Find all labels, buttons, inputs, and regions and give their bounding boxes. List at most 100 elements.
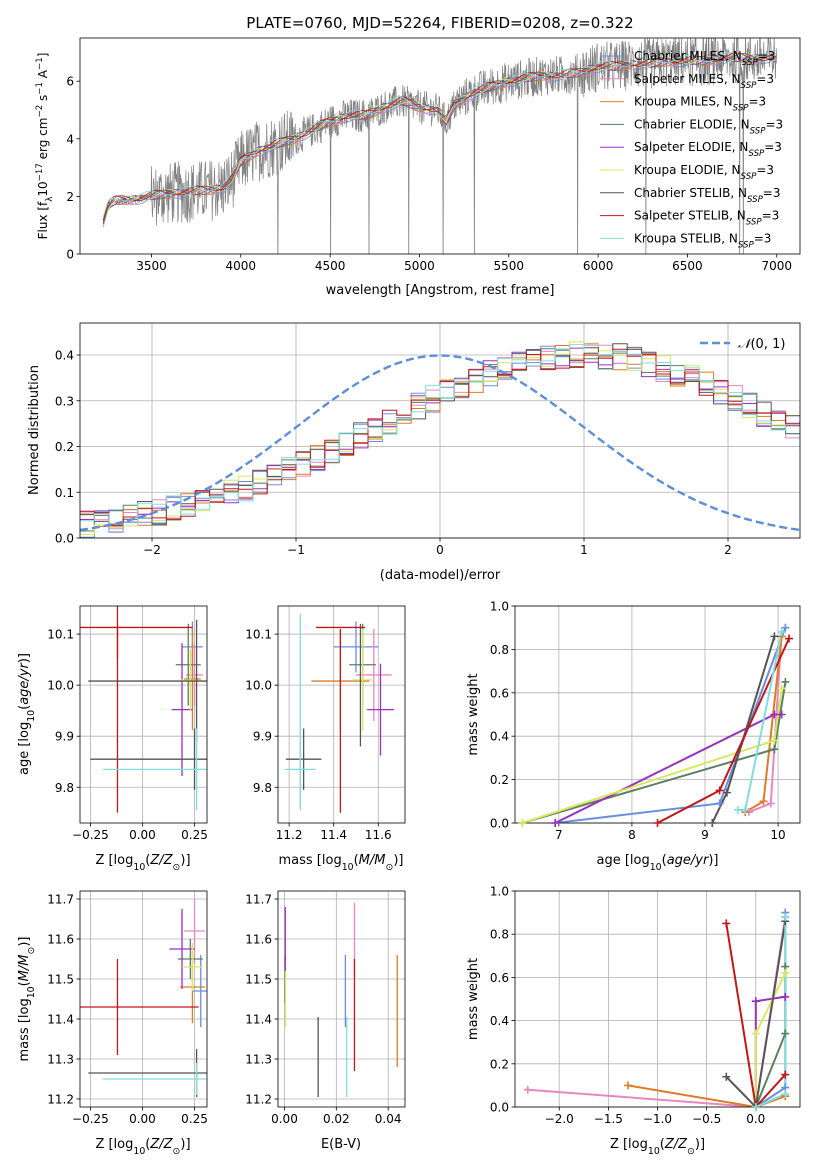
y-tick-label: 0.8 [490, 928, 509, 942]
weight-marker [653, 819, 662, 827]
weight-line [627, 1084, 786, 1107]
weight-line [754, 966, 787, 1107]
x-tick-label: 7 [555, 828, 563, 842]
x-tick-label: −2.0 [545, 1112, 574, 1126]
y-tick-label: 0.2 [490, 773, 509, 787]
weight-marker [733, 805, 742, 814]
y-axis-label: mass [log10(M/M⊙)] [17, 937, 37, 1062]
weight-line [725, 923, 787, 1107]
plot-area [80, 899, 207, 1097]
x-tick-label: 6000 [583, 259, 614, 273]
x-axis-label: Z [log10(Z/Z⊙)] [95, 853, 190, 873]
y-tick-label: 9.8 [55, 781, 74, 795]
x-axis-label: mass [log10(M/M⊙)] [279, 853, 404, 873]
y-tick-label: 0.6 [490, 686, 509, 700]
weight-marker [781, 623, 790, 632]
y-tick-label: 11.3 [47, 1053, 74, 1067]
x-tick-label: 0.0 [746, 1112, 765, 1126]
y-tick-label: 1.0 [490, 600, 509, 614]
y-tick-label: 0.0 [55, 532, 74, 546]
x-tick-label: 0.00 [271, 1112, 298, 1126]
axes-frame [79, 890, 208, 1108]
x-axis-label: Z [log10(Z/Z⊙)] [610, 1137, 705, 1157]
y-tick-label: 10.0 [47, 679, 74, 693]
y-tick-label: 2 [66, 190, 74, 204]
y-tick-label: 9.8 [253, 781, 272, 795]
weight-line [754, 972, 787, 1107]
y-tick-label: 11.7 [47, 893, 74, 907]
mass-vs-Z-panel: −0.25 0.00 0.25 11.2 11.3 11.4 11.5 11.6 11.7 mas… [17, 890, 208, 1157]
legend-label: Salpeter ELODIE, NSSP=3 [634, 140, 782, 159]
weight-marker [722, 788, 731, 797]
y-tick-label: 0.4 [490, 1014, 509, 1028]
x-tick-label: 11.2 [276, 828, 303, 842]
weight-marker [781, 1090, 790, 1099]
weight-marker [770, 632, 779, 641]
axes-frame [277, 890, 406, 1108]
weight-marker [777, 710, 786, 719]
histogram-step [80, 344, 800, 532]
x-tick-label: −0.25 [72, 828, 109, 842]
y-axis-label: Normed distribution [27, 365, 42, 495]
plot-area [102, 38, 778, 254]
y-tick-label: 4 [66, 132, 74, 146]
legend-label: Kroupa STELIB, NSSP=3 [634, 231, 771, 250]
legend-label: Chabrier MILES, NSSP=3 [634, 49, 775, 68]
legend-label: 𝒩(0, 1) [738, 337, 785, 352]
spectrum-panel: 3500 4000 4500 5000 5500 6000 6500 7000 0 2 4 6 Flux… [35, 37, 801, 298]
y-tick-label: 0.8 [490, 643, 509, 657]
weight-marker [781, 1029, 790, 1038]
x-tick-label: −1 [287, 543, 305, 557]
x-tick-label: 2 [724, 543, 732, 557]
x-tick-label: 0.25 [181, 1112, 208, 1126]
axes-frame [79, 37, 801, 255]
y-axis-label: mass weight [466, 958, 481, 1040]
normal-curve [80, 354, 800, 532]
y-axis-label: mass weight [466, 673, 481, 755]
x-tick-label: 7000 [762, 259, 793, 273]
x-tick-label: 0.25 [181, 828, 208, 842]
y-tick-label: 11.5 [245, 973, 272, 987]
weight-marker [770, 710, 779, 719]
weight-marker [715, 786, 724, 795]
weight-marker [781, 969, 790, 978]
weight-marker [722, 919, 731, 928]
legend-label: Kroupa MILES, NSSP=3 [634, 95, 766, 114]
weight-marker [770, 736, 779, 745]
histogram-step [80, 344, 800, 530]
y-tick-label: 10.1 [47, 628, 74, 642]
residuals-panel: −2 −1 0 1 2 0.0 0.1 0.2 0.3 0.4 𝒩(0, 1) Normed dist… [27, 322, 801, 583]
weight-marker [759, 797, 768, 806]
weight-marker [523, 1085, 532, 1094]
model-line [102, 51, 777, 218]
y-tick-label: 11.6 [47, 933, 74, 947]
y-tick-label: 11.6 [245, 933, 272, 947]
y-tick-label: 11.3 [245, 1053, 272, 1067]
y-tick-label: 0.4 [55, 349, 74, 363]
weight-line [521, 688, 783, 823]
plot-area [527, 912, 787, 1107]
weight-marker [751, 1029, 760, 1038]
x-tick-label: 1 [580, 543, 588, 557]
weight-marker [785, 634, 794, 643]
plot-area [284, 613, 394, 813]
y-tick-label: 0.4 [490, 730, 509, 744]
x-axis-label: Z [log10(Z/Z⊙)] [95, 1137, 190, 1157]
x-tick-label: 10 [770, 828, 785, 842]
x-tick-label: 0.02 [323, 1112, 350, 1126]
weight-marker [777, 684, 786, 693]
data-spectrum-line [102, 38, 778, 254]
x-tick-label: −1.0 [643, 1112, 672, 1126]
x-tick-label: 11.4 [320, 828, 347, 842]
y-tick-label: 0.2 [490, 1057, 509, 1071]
weight-marker [781, 992, 790, 1001]
x-tick-label: 0.04 [375, 1112, 402, 1126]
x-tick-label: 0.00 [129, 1112, 156, 1126]
weight-marker [518, 819, 527, 827]
weight-line [527, 916, 787, 1107]
y-tick-label: 0.0 [490, 817, 509, 831]
x-tick-label: 3500 [136, 259, 167, 273]
weight-marker [551, 819, 560, 827]
x-tick-label: 4500 [315, 259, 346, 273]
y-tick-label: 0.0 [490, 1101, 509, 1115]
